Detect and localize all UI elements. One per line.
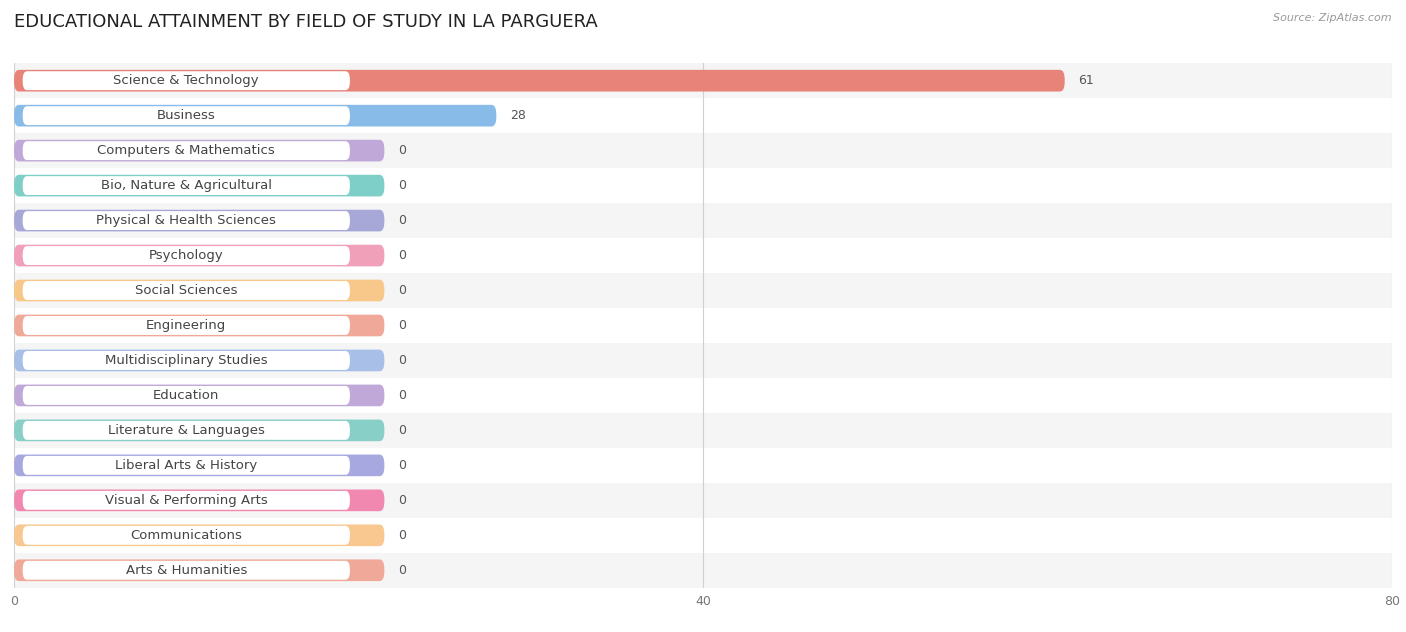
FancyBboxPatch shape: [22, 106, 350, 125]
FancyBboxPatch shape: [22, 351, 350, 370]
Bar: [14, 238, 1392, 273]
Text: 0: 0: [398, 494, 406, 507]
Bar: [14, 168, 1392, 203]
Text: Source: ZipAtlas.com: Source: ZipAtlas.com: [1274, 13, 1392, 23]
FancyBboxPatch shape: [14, 315, 384, 336]
FancyBboxPatch shape: [14, 105, 496, 126]
Text: Visual & Performing Arts: Visual & Performing Arts: [105, 494, 267, 507]
FancyBboxPatch shape: [14, 245, 384, 266]
Text: Computers & Mathematics: Computers & Mathematics: [97, 144, 276, 157]
Text: 0: 0: [398, 284, 406, 297]
FancyBboxPatch shape: [14, 70, 1064, 92]
Bar: [14, 343, 1392, 378]
Bar: [14, 63, 1392, 98]
FancyBboxPatch shape: [14, 210, 384, 231]
Text: 0: 0: [398, 249, 406, 262]
FancyBboxPatch shape: [14, 140, 384, 161]
FancyBboxPatch shape: [14, 559, 384, 581]
Bar: [14, 553, 1392, 588]
Bar: [14, 133, 1392, 168]
FancyBboxPatch shape: [22, 421, 350, 440]
Text: Science & Technology: Science & Technology: [114, 74, 259, 87]
FancyBboxPatch shape: [22, 561, 350, 580]
Text: Psychology: Psychology: [149, 249, 224, 262]
Text: 0: 0: [398, 354, 406, 367]
FancyBboxPatch shape: [22, 456, 350, 475]
Bar: [14, 483, 1392, 518]
Bar: [14, 378, 1392, 413]
Bar: [14, 273, 1392, 308]
FancyBboxPatch shape: [22, 526, 350, 545]
Text: Social Sciences: Social Sciences: [135, 284, 238, 297]
Text: 0: 0: [398, 564, 406, 577]
Bar: [14, 308, 1392, 343]
Bar: [14, 448, 1392, 483]
FancyBboxPatch shape: [22, 71, 350, 90]
FancyBboxPatch shape: [14, 420, 384, 441]
Text: Arts & Humanities: Arts & Humanities: [125, 564, 247, 577]
Text: 0: 0: [398, 214, 406, 227]
FancyBboxPatch shape: [14, 280, 384, 301]
Text: Education: Education: [153, 389, 219, 402]
Text: 0: 0: [398, 179, 406, 192]
Text: Communications: Communications: [131, 529, 242, 542]
Text: 61: 61: [1078, 74, 1094, 87]
Text: 0: 0: [398, 424, 406, 437]
Text: 28: 28: [510, 109, 526, 122]
FancyBboxPatch shape: [22, 491, 350, 510]
Text: Multidisciplinary Studies: Multidisciplinary Studies: [105, 354, 267, 367]
FancyBboxPatch shape: [22, 386, 350, 405]
Text: EDUCATIONAL ATTAINMENT BY FIELD OF STUDY IN LA PARGUERA: EDUCATIONAL ATTAINMENT BY FIELD OF STUDY…: [14, 13, 598, 30]
Text: 0: 0: [398, 389, 406, 402]
Bar: [14, 203, 1392, 238]
Text: 0: 0: [398, 529, 406, 542]
Bar: [14, 518, 1392, 553]
Text: Physical & Health Sciences: Physical & Health Sciences: [97, 214, 276, 227]
Text: Engineering: Engineering: [146, 319, 226, 332]
Text: 0: 0: [398, 144, 406, 157]
FancyBboxPatch shape: [22, 281, 350, 300]
FancyBboxPatch shape: [14, 490, 384, 511]
FancyBboxPatch shape: [14, 175, 384, 197]
Bar: [14, 98, 1392, 133]
FancyBboxPatch shape: [14, 349, 384, 371]
FancyBboxPatch shape: [22, 316, 350, 335]
Text: 0: 0: [398, 459, 406, 472]
Text: Bio, Nature & Agricultural: Bio, Nature & Agricultural: [101, 179, 271, 192]
FancyBboxPatch shape: [14, 385, 384, 406]
FancyBboxPatch shape: [22, 141, 350, 160]
Text: Liberal Arts & History: Liberal Arts & History: [115, 459, 257, 472]
FancyBboxPatch shape: [22, 246, 350, 265]
Bar: [14, 413, 1392, 448]
Text: 0: 0: [398, 319, 406, 332]
FancyBboxPatch shape: [22, 176, 350, 195]
FancyBboxPatch shape: [14, 525, 384, 546]
FancyBboxPatch shape: [22, 211, 350, 230]
FancyBboxPatch shape: [14, 454, 384, 476]
Text: Business: Business: [157, 109, 215, 122]
Text: Literature & Languages: Literature & Languages: [108, 424, 264, 437]
